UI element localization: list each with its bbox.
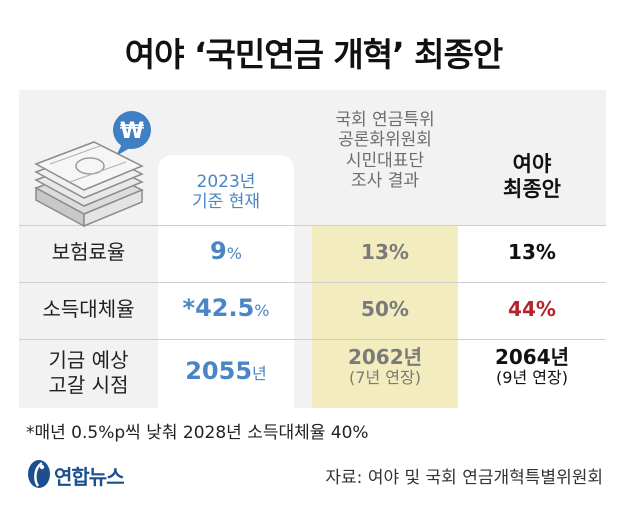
citizen-premium-rate: 13% (361, 240, 409, 264)
citizen-depletion-year: 2062년 (7년 연장) (312, 346, 458, 387)
final-column-background (458, 225, 606, 408)
row-label-premium: 보험료율 (51, 240, 126, 264)
current-replacement-rate: *42.5% (182, 294, 270, 322)
final-extension-note: (9년 연장) (496, 368, 568, 387)
yonhap-logo: 연합뉴스 (26, 458, 166, 492)
header-citizen-panel: 국회 연금특위 공론화위원회 시민대표단 조사 결과 (300, 110, 470, 192)
header-current-line: 2023년 (196, 172, 256, 192)
header-final-line: 최종안 (503, 177, 561, 202)
source-credit: 자료: 여야 및 국회 연금개혁특별위원회 (325, 468, 603, 488)
money-stack-icon: ₩ (34, 111, 151, 228)
won-symbol: ₩ (120, 119, 144, 144)
final-premium-rate: 13% (508, 240, 556, 264)
current-column-background (158, 155, 294, 408)
header-citizen-line: 공론화위원회 (338, 130, 432, 151)
yonhap-logo-text: 연합뉴스 (54, 465, 125, 489)
row-divider (19, 225, 606, 226)
footnote: *매년 0.5%p씩 낮춰 2028년 소득대체율 40% (26, 423, 369, 443)
citizen-extension-note: (7년 연장) (349, 368, 421, 387)
row-divider (19, 282, 606, 283)
header-current: 2023년 기준 현재 (158, 172, 294, 213)
row-label-line: 고갈 시점 (48, 373, 129, 397)
won-bubble-icon: ₩ (113, 111, 151, 156)
citizen-column-background (312, 225, 458, 408)
header-citizen-line: 국회 연금특위 (335, 110, 435, 130)
header-current-line: 기준 현재 (192, 192, 260, 213)
row-label-replacement: 소득대체율 (42, 297, 135, 321)
final-replacement-rate: 44% (508, 297, 556, 321)
page-title: 여야 ‘국민연금 개혁’ 최종안 (124, 35, 504, 74)
row-label-depletion: 기금 예상 고갈 시점 (19, 348, 158, 398)
final-depletion-year: 2064년 (9년 연장) (458, 346, 606, 387)
citizen-replacement-rate: 50% (361, 297, 409, 321)
header-citizen-line: 시민대표단 (345, 150, 425, 171)
current-premium-rate: 9% (210, 237, 242, 265)
header-citizen-line: 조사 결과 (351, 171, 419, 192)
current-depletion-year: 2055년 (185, 357, 267, 385)
header-final: 여야 최종안 (458, 152, 606, 202)
row-label-line: 기금 예상 (48, 348, 129, 372)
row-divider (19, 339, 606, 340)
header-final-line: 여야 (512, 152, 552, 176)
yonhap-logo-icon (28, 460, 50, 488)
